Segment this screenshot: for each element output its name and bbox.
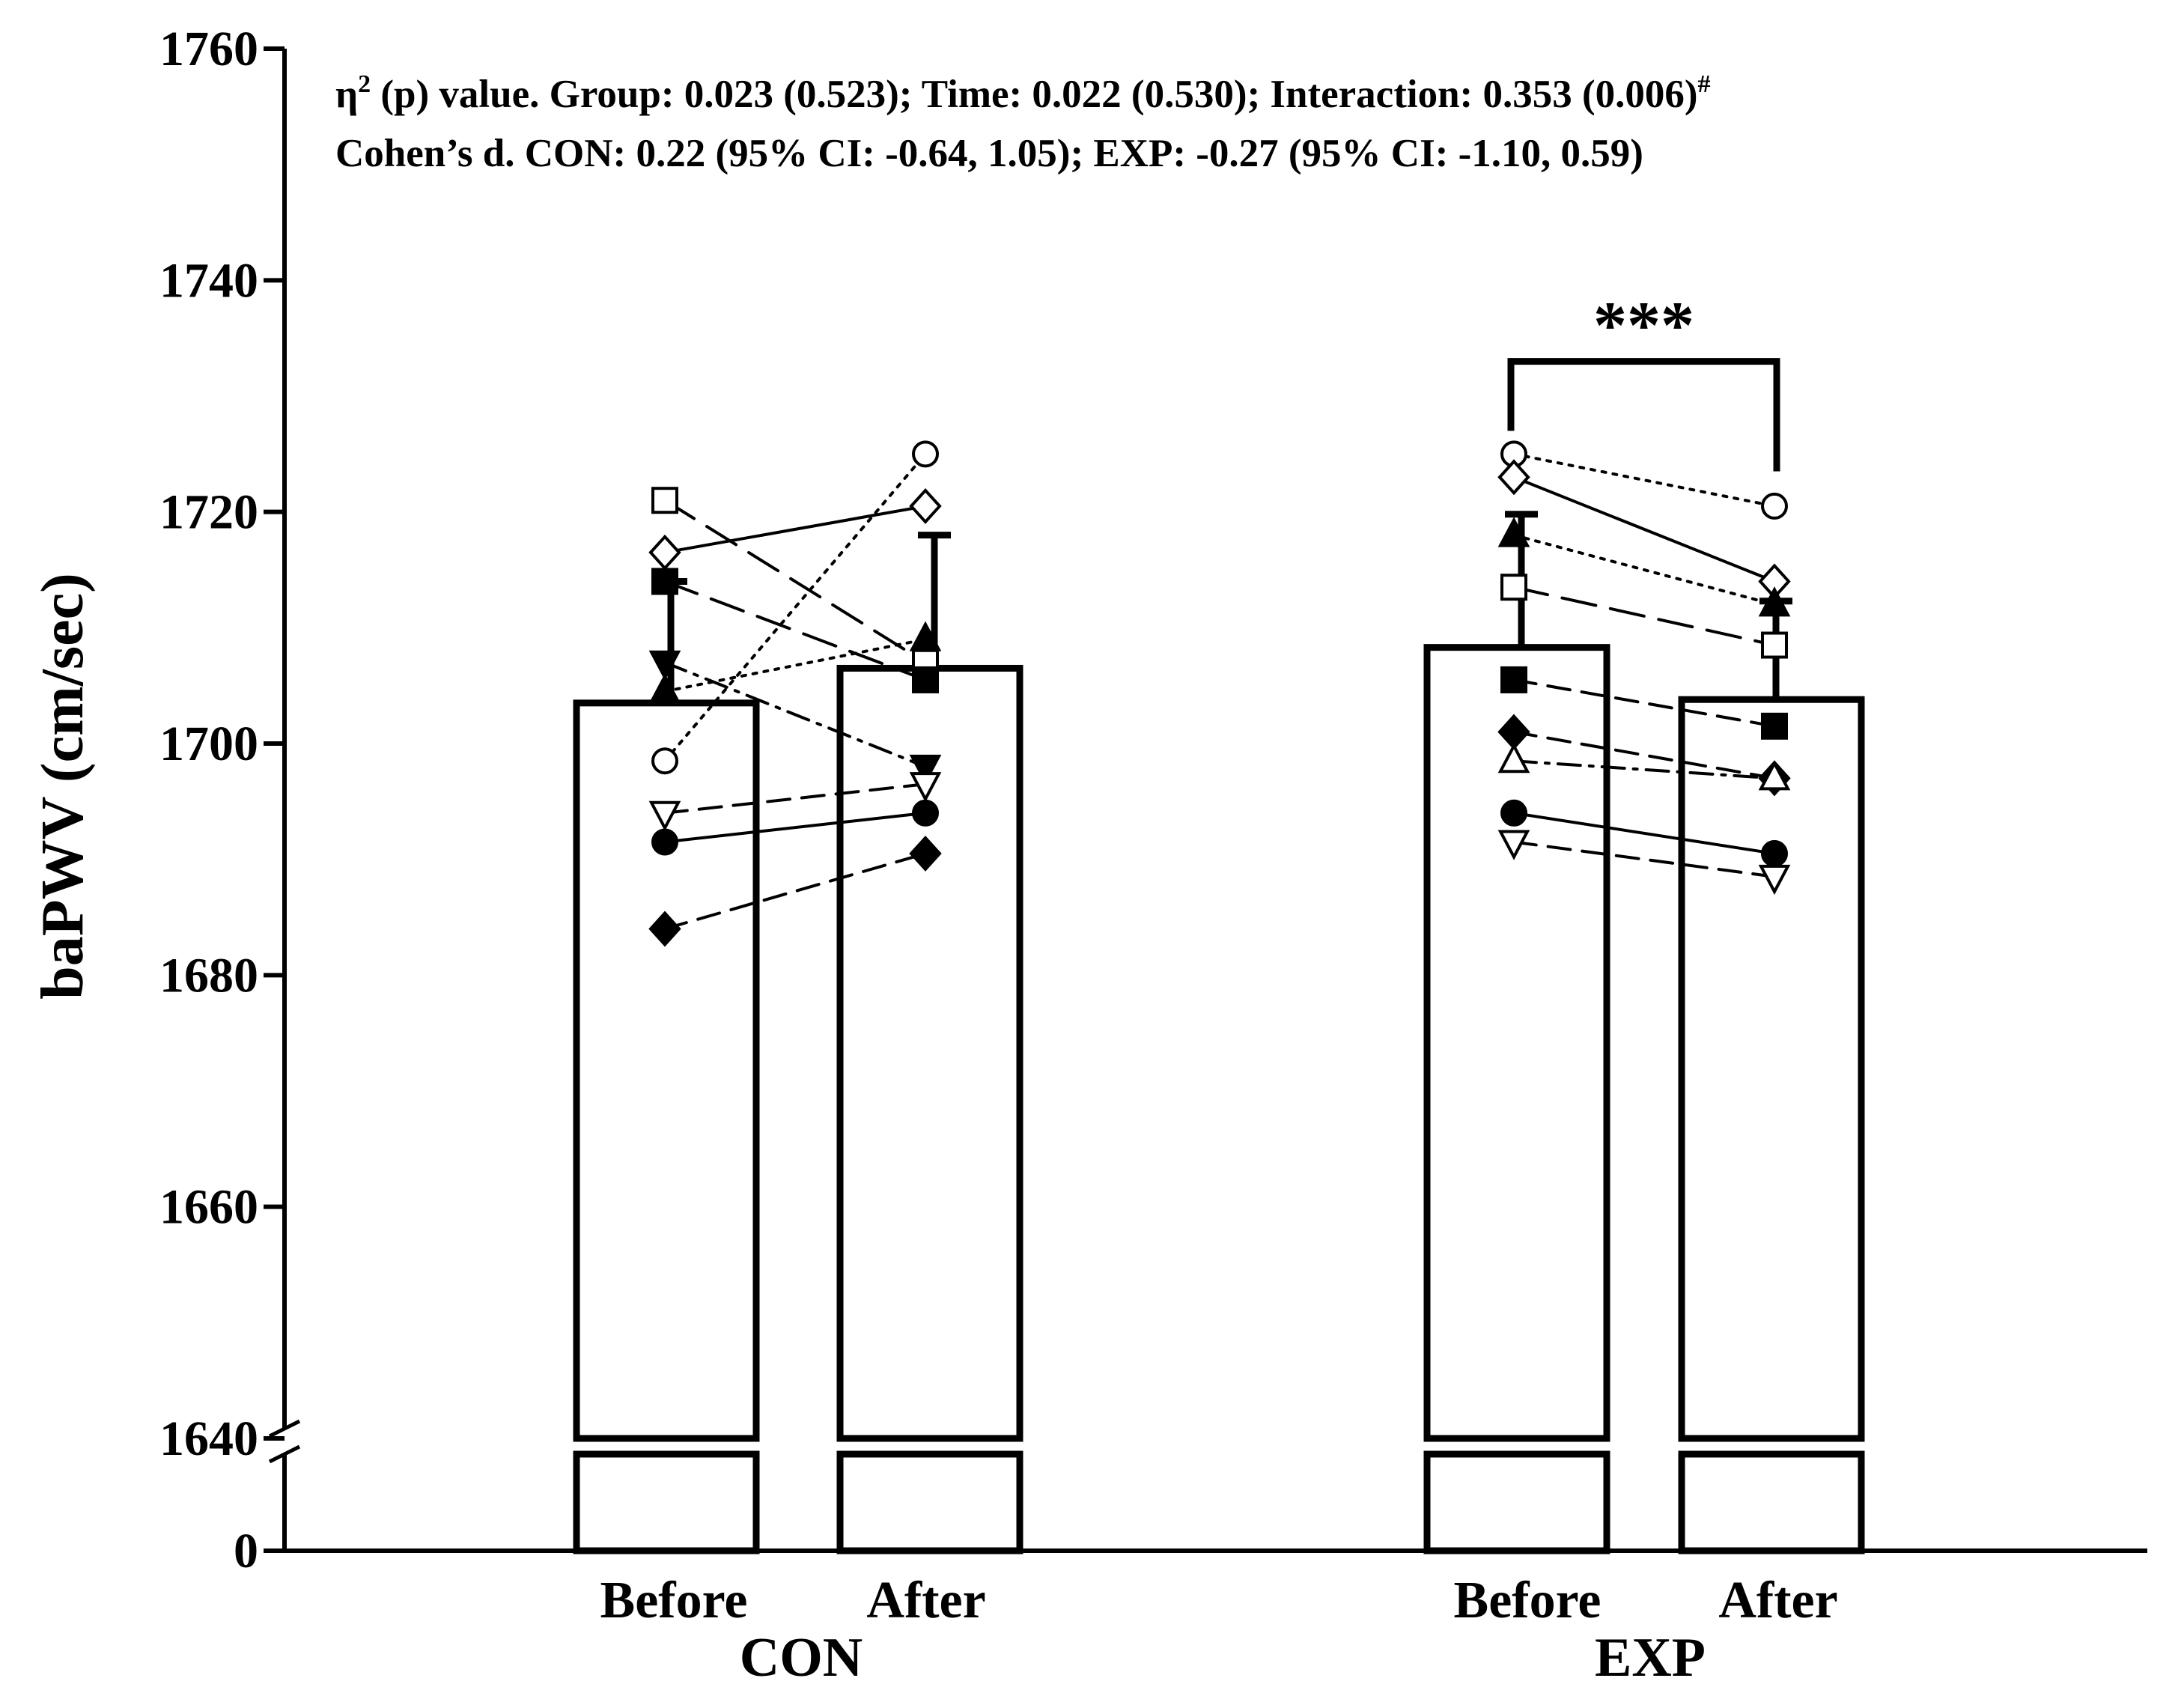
x-category-label: After [1718, 1572, 1837, 1629]
bar-exp-after [1678, 696, 1865, 1442]
x-group-label: EXP [1595, 1627, 1706, 1689]
subject-line [1512, 533, 1776, 607]
annotation-line-1-text: (p) value. Group: 0.023 (0.523); Time: 0… [371, 73, 1697, 116]
bars-layer [573, 644, 1865, 1554]
marker-open-square [1500, 574, 1527, 601]
axis-break-mark-lower [268, 1444, 301, 1464]
marker-open-triangle-up [1497, 742, 1530, 773]
subject-line [1512, 811, 1776, 855]
y-tick-label: 1680 [159, 948, 258, 1003]
bar-base-exp-after [1678, 1450, 1865, 1554]
axes-layer [268, 49, 2147, 1553]
subject-line [663, 637, 927, 693]
marker-filled-triangle-down [648, 650, 681, 681]
significance-bracket-line [1507, 358, 1780, 472]
subject-markers [648, 440, 1791, 947]
y-axis-label: baPWV (cm/sec) [30, 573, 96, 1000]
y-tick-label: 1700 [159, 717, 258, 771]
x-category-label: Before [600, 1572, 748, 1629]
annotation-eta: η [335, 73, 358, 116]
marker-filled-square [651, 568, 678, 595]
subject-lines [663, 452, 1776, 931]
bar-con-after [836, 664, 1023, 1442]
marker-filled-square [1761, 712, 1788, 740]
marker-open-triangle-down [1497, 830, 1530, 860]
subject-line [663, 782, 927, 815]
marker-filled-triangle-down [909, 754, 942, 785]
marker-filled-square [1500, 666, 1527, 693]
significance-label: *** [1593, 289, 1694, 363]
y-tick-label: 1740 [159, 253, 258, 308]
marker-filled-diamond [909, 835, 942, 872]
marker-open-square [1761, 631, 1788, 659]
y-ticks: 0 1640 1660 1680 1700 1720 1740 1760 [159, 22, 285, 1578]
subject-line [1512, 730, 1776, 780]
subject-line [1512, 586, 1776, 647]
annotation-eta-superscript: 2 [358, 70, 371, 98]
marker-filled-diamond [648, 911, 681, 947]
subject-line [663, 499, 927, 664]
subject-line [663, 660, 927, 768]
subject-line [663, 452, 927, 763]
marker-open-triangle-down [1758, 864, 1791, 896]
y-tick-label: 1720 [159, 485, 258, 540]
subject-line [663, 851, 927, 931]
marker-open-diamond [648, 534, 681, 571]
marker-open-diamond [1497, 459, 1530, 496]
x-category-label: After [866, 1572, 985, 1629]
subject-line [1512, 452, 1776, 508]
marker-open-triangle-up [1758, 760, 1791, 791]
marker-filled-triangle-up [1497, 517, 1530, 547]
annotation-hash-mark: # [1698, 70, 1711, 98]
marker-filled-circle [651, 828, 678, 856]
subject-line [663, 811, 927, 844]
marker-open-circle [912, 440, 939, 468]
axis-break-mark-upper [268, 1419, 301, 1438]
bar-base-con-before [573, 1450, 760, 1554]
marker-open-diamond [909, 487, 942, 524]
bar-base-exp-before [1423, 1450, 1610, 1554]
marker-filled-circle [912, 799, 939, 827]
marker-filled-triangle-up [648, 673, 681, 704]
x-group-label: CON [740, 1627, 863, 1689]
annotation-line-1: η2 (p) value. Group: 0.023 (0.523); Time… [335, 70, 1711, 116]
subject-line [1512, 840, 1776, 878]
marker-filled-circle [1761, 839, 1788, 867]
y-tick-label: 1640 [159, 1411, 258, 1466]
bar-exp-before [1423, 644, 1610, 1442]
marker-open-square [651, 487, 678, 514]
marker-open-triangle-down [909, 772, 942, 803]
marker-open-triangle-down [648, 800, 681, 832]
subject-line [663, 580, 927, 681]
subject-line [1512, 475, 1776, 583]
subject-line [1512, 759, 1776, 780]
error-bars [654, 511, 1792, 703]
marker-filled-triangle-up [909, 621, 942, 651]
bar-base-con-after [836, 1450, 1023, 1554]
marker-filled-square [912, 666, 939, 693]
y-tick-label: 1760 [159, 22, 258, 76]
marker-open-circle [651, 747, 678, 775]
marker-open-circle [1761, 492, 1788, 520]
significance-bracket: *** [1507, 289, 1780, 472]
marker-filled-circle [1500, 799, 1527, 827]
subject-line [663, 504, 927, 554]
y-tick-label: 0 [234, 1524, 258, 1578]
subject-line [1512, 678, 1776, 728]
y-tick-label: 1660 [159, 1180, 258, 1235]
x-category-label: Before [1454, 1572, 1602, 1629]
marker-filled-triangle-up [1758, 586, 1791, 617]
annotation-line-2: Cohen’s d. CON: 0.22 (95% CI: -0.64, 1.0… [335, 132, 1643, 175]
